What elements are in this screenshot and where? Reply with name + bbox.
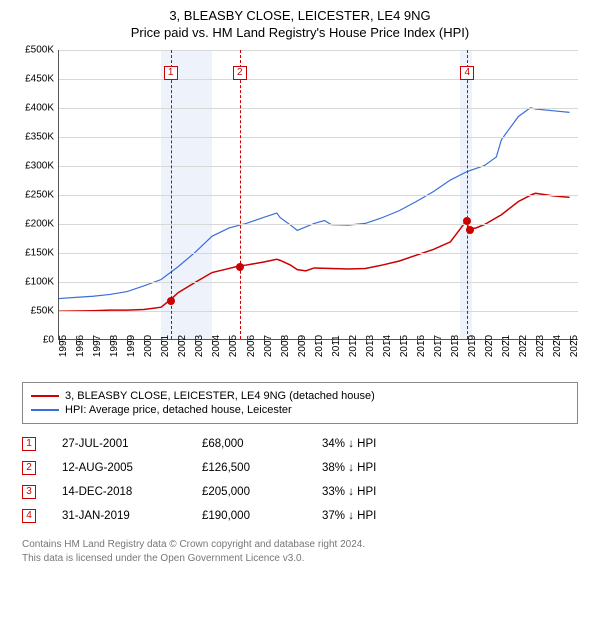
sales-price: £205,000 [202,486,322,498]
y-tick-label: £100K [25,277,54,288]
sales-badge: 4 [22,509,36,523]
x-tick-label: 2000 [143,335,154,357]
x-tick-label: 1998 [109,335,120,357]
x-tick-label: 2018 [450,335,461,357]
sales-row: 2 12-AUG-2005£126,50038% ↓ HPI [22,456,578,480]
sale-marker [236,263,244,271]
gridline-y [59,253,578,254]
gridline-y [59,282,578,283]
x-tick-label: 2017 [433,335,444,357]
sales-delta: 38% ↓ HPI [322,462,442,474]
gridline-y [59,79,578,80]
y-tick-label: £200K [25,219,54,230]
sales-delta: 37% ↓ HPI [322,510,442,522]
footer-attribution: Contains HM Land Registry data © Crown c… [22,538,578,565]
x-tick-label: 2025 [569,335,580,357]
legend-label: 3, BLEASBY CLOSE, LEICESTER, LE4 9NG (de… [65,390,375,402]
sales-badge: 3 [22,485,36,499]
y-tick-label: £450K [25,74,54,85]
title-address: 3, BLEASBY CLOSE, LEICESTER, LE4 9NG [12,8,588,23]
legend-label: HPI: Average price, detached house, Leic… [65,404,292,416]
x-tick-label: 2021 [501,335,512,357]
x-tick-label: 2007 [263,335,274,357]
gridline-y [59,50,578,51]
y-tick-label: £250K [25,190,54,201]
x-tick-label: 2006 [246,335,257,357]
sales-table: 1 27-JUL-2001£68,00034% ↓ HPI 2 12-AUG-2005… [22,432,578,528]
event-badge: 4 [460,66,474,80]
event-badge: 2 [233,66,247,80]
gridline-y [59,311,578,312]
x-tick-label: 2024 [552,335,563,357]
x-tick-label: 2011 [331,335,342,357]
title-block: 3, BLEASBY CLOSE, LEICESTER, LE4 9NG Pri… [12,8,588,40]
x-tick-label: 2020 [484,335,495,357]
x-tick-label: 2023 [535,335,546,357]
sales-price: £68,000 [202,438,322,450]
x-tick-label: 1995 [58,335,69,357]
event-line [240,50,241,339]
gridline-y [59,166,578,167]
sales-delta: 33% ↓ HPI [322,486,442,498]
y-tick-label: £400K [25,103,54,114]
y-tick-label: £0 [43,335,54,346]
sales-date: 14-DEC-2018 [62,486,202,498]
legend-row: 3, BLEASBY CLOSE, LEICESTER, LE4 9NG (de… [31,390,569,402]
y-tick-label: £50K [31,306,54,317]
x-tick-label: 2022 [518,335,529,357]
sales-price: £190,000 [202,510,322,522]
event-badge: 1 [164,66,178,80]
sales-badge: 2 [22,461,36,475]
x-tick-label: 2002 [177,335,188,357]
x-tick-label: 1996 [75,335,86,357]
sale-marker [466,226,474,234]
x-tick-label: 2004 [211,335,222,357]
legend-row: HPI: Average price, detached house, Leic… [31,404,569,416]
legend-swatch [31,395,59,397]
sales-delta: 34% ↓ HPI [322,438,442,450]
legend-box: 3, BLEASBY CLOSE, LEICESTER, LE4 9NG (de… [22,382,578,424]
x-tick-label: 2010 [314,335,325,357]
x-tick-label: 2012 [348,335,359,357]
x-tick-label: 2013 [365,335,376,357]
sales-price: £126,500 [202,462,322,474]
x-tick-label: 1997 [92,335,103,357]
gridline-y [59,224,578,225]
y-tick-label: £350K [25,132,54,143]
y-tick-label: £300K [25,161,54,172]
sales-row: 3 14-DEC-2018£205,00033% ↓ HPI [22,480,578,504]
sales-date: 12-AUG-2005 [62,462,202,474]
sales-date: 31-JAN-2019 [62,510,202,522]
x-tick-label: 2005 [228,335,239,357]
y-tick-label: £150K [25,248,54,259]
x-tick-label: 2009 [297,335,308,357]
x-tick-label: 1999 [126,335,137,357]
sales-date: 27-JUL-2001 [62,438,202,450]
plot-region: 1 2 4 [58,50,578,340]
gridline-y [59,137,578,138]
y-tick-label: £500K [25,45,54,56]
x-tick-label: 2015 [399,335,410,357]
legend-swatch [31,409,59,411]
footer-line-2: This data is licensed under the Open Gov… [22,552,578,566]
x-tick-label: 2019 [467,335,478,357]
event-line [467,50,468,339]
sale-marker [167,297,175,305]
sales-row: 4 31-JAN-2019£190,00037% ↓ HPI [22,504,578,528]
footer-line-1: Contains HM Land Registry data © Crown c… [22,538,578,552]
x-tick-label: 2003 [194,335,205,357]
x-tick-label: 2014 [382,335,393,357]
sales-row: 1 27-JUL-2001£68,00034% ↓ HPI [22,432,578,456]
sale-marker [463,217,471,225]
gridline-y [59,108,578,109]
chart-area: 1 2 4 £0 £50K £100K £150K £200K £250K £300K £350K… [12,46,588,376]
title-subtitle: Price paid vs. HM Land Registry's House … [12,25,588,40]
x-tick-label: 2008 [280,335,291,357]
x-tick-label: 2016 [416,335,427,357]
sales-badge: 1 [22,437,36,451]
gridline-y [59,195,578,196]
chart-container: 3, BLEASBY CLOSE, LEICESTER, LE4 9NG Pri… [0,0,600,575]
x-tick-label: 2001 [160,335,171,357]
